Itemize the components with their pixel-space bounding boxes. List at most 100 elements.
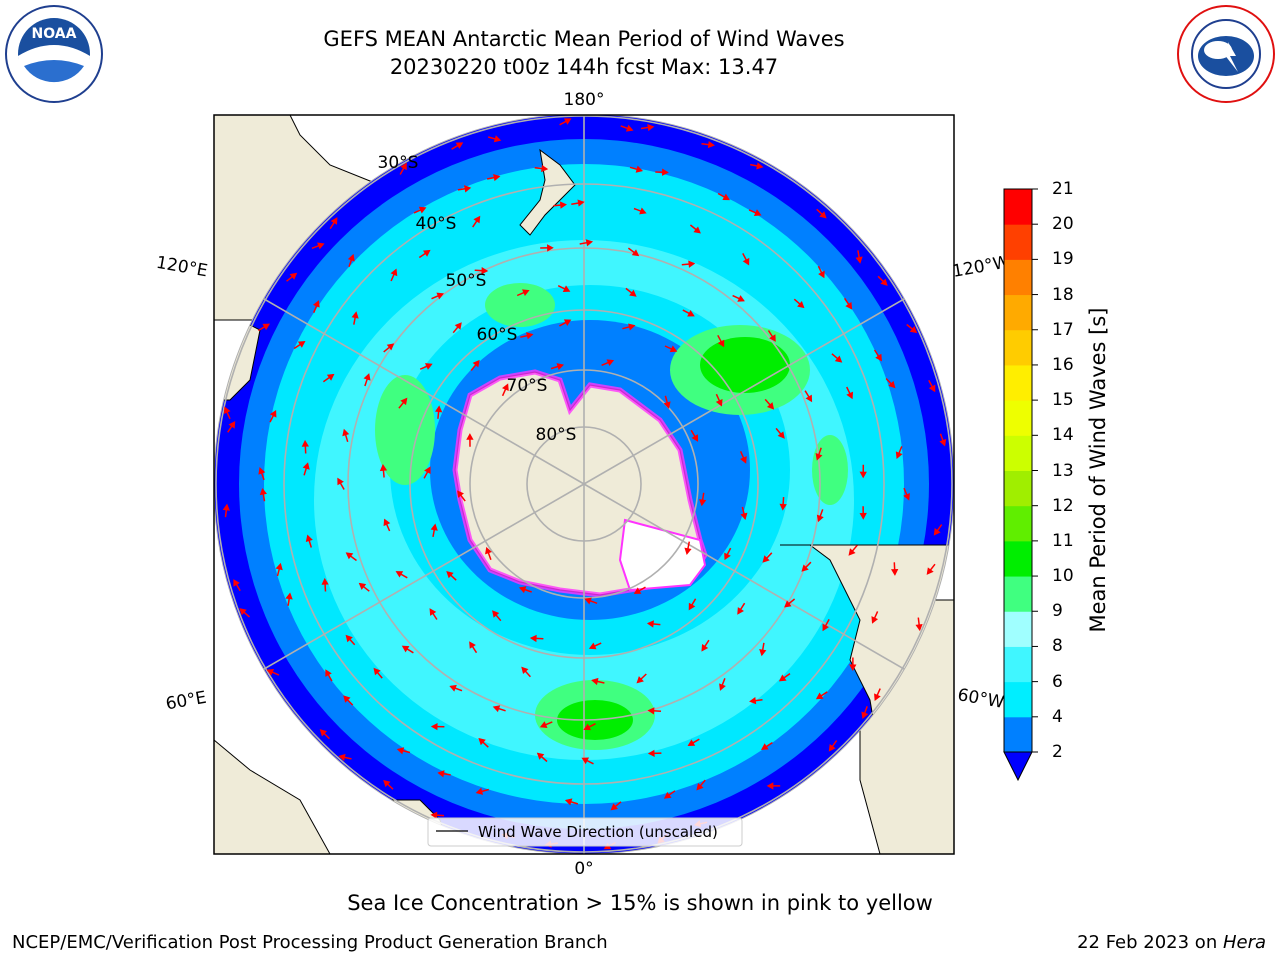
direction-arrowhead <box>363 373 371 381</box>
colorbar-segment <box>1004 294 1032 331</box>
direction-arrowhead <box>223 406 231 414</box>
direction-arrowhead <box>317 242 325 250</box>
direction-arrowhead <box>926 567 934 575</box>
direction-arrowhead <box>563 118 572 125</box>
direction-arrowhead <box>563 319 572 327</box>
colorbar-tick-label: 18 <box>1052 284 1074 305</box>
direction-arrowhead <box>492 705 501 713</box>
direction-arrowhead <box>436 292 444 300</box>
map-subtitle: 20230220 t00z 144h fcst Max: 13.47 <box>389 55 779 79</box>
direction-arrowhead <box>818 270 825 279</box>
footer-host: Hera <box>1222 932 1266 953</box>
direction-arrowhead <box>312 300 320 308</box>
direction-arrowhead <box>400 162 407 171</box>
colorbar <box>1003 188 1038 782</box>
direction-arrowhead <box>522 289 530 297</box>
lat-label-40s: 40°S <box>416 214 457 234</box>
direction-arrowhead <box>701 643 709 652</box>
direction-arrowhead <box>874 693 881 702</box>
direction-arrowhead <box>848 548 856 556</box>
direction-arrowhead <box>502 383 509 391</box>
colorbar-segment <box>1004 576 1032 612</box>
colorbar-segment <box>1004 716 1032 753</box>
colorbar-segment <box>1004 540 1032 577</box>
direction-arrowhead <box>724 552 731 561</box>
colorbar-segment <box>1004 435 1032 471</box>
direction-arrowhead <box>715 399 723 407</box>
colorbar-segment <box>1004 646 1032 683</box>
direction-arrowhead <box>859 512 867 520</box>
direction-arrowhead <box>849 664 857 672</box>
direction-arrowhead <box>536 752 545 760</box>
lon-label-60e: 60°E <box>164 688 208 715</box>
direction-arrowhead <box>693 226 701 234</box>
direction-arrowhead <box>473 215 481 224</box>
direction-arrowhead <box>740 512 748 521</box>
direction-arrowhead <box>529 634 537 643</box>
direction-arrowhead <box>740 456 747 464</box>
direction-arrowhead <box>577 199 585 207</box>
direction-arrowhead <box>521 666 529 675</box>
map-legend: Wind Wave Direction (unscaled) <box>427 817 743 847</box>
direction-arrowhead <box>687 739 696 747</box>
direction-arrowhead <box>585 239 594 247</box>
direction-arrowhead <box>424 466 431 474</box>
direction-arrowhead <box>446 571 454 579</box>
colorbar-segment <box>1004 329 1032 366</box>
direction-arrowhead <box>861 711 869 719</box>
map-frame <box>213 114 955 855</box>
direction-arrowhead <box>779 503 787 511</box>
direction-arrowhead <box>396 747 405 755</box>
direction-arrowhead <box>457 490 464 498</box>
direction-arrowhead <box>669 345 678 353</box>
direction-arrowhead <box>289 272 298 280</box>
direction-arrowhead <box>819 211 827 219</box>
direction-arrowhead <box>285 592 293 600</box>
direction-arrowhead <box>418 206 427 214</box>
direction-arrowhead <box>822 623 829 632</box>
direction-arrowhead <box>464 185 472 193</box>
direction-arrowhead <box>805 394 813 403</box>
direction-arrowhead <box>259 487 267 496</box>
colorbar-extend-min <box>1003 751 1033 782</box>
direction-arrowhead <box>390 268 398 277</box>
direction-arrowhead <box>330 217 338 225</box>
direction-arrowhead <box>891 568 899 576</box>
direction-arrowhead <box>631 249 640 257</box>
direction-arrowhead <box>636 676 644 684</box>
direction-arrowhead <box>742 257 750 266</box>
direction-arrowhead <box>707 140 715 149</box>
direction-arrowhead <box>343 695 351 703</box>
direction-arrowhead <box>492 610 500 618</box>
lat-label-50s: 50°S <box>446 271 487 291</box>
direction-arrowhead <box>228 421 236 429</box>
direction-arrowhead <box>871 616 879 624</box>
colorbar-segment <box>1004 224 1032 260</box>
colorbar-tick-label: 8 <box>1052 636 1063 657</box>
direction-arrowhead <box>646 620 654 628</box>
direction-arrowhead <box>769 334 776 342</box>
direction-arrowhead <box>358 582 367 590</box>
direction-arrowhead <box>663 791 672 799</box>
direction-arrowhead <box>437 770 445 778</box>
direction-arrowhead <box>559 201 567 209</box>
colorbar-segment <box>1004 681 1032 718</box>
colorbar-segment <box>1004 189 1032 225</box>
noaa-logo-text: NOAA <box>32 26 77 42</box>
direction-arrowhead <box>262 323 271 331</box>
direction-arrowhead <box>584 597 592 605</box>
direction-arrowhead <box>633 587 642 594</box>
direction-arrowhead <box>647 749 655 758</box>
direction-arrowhead <box>454 322 462 330</box>
colorbar-tick-label: 9 <box>1052 601 1063 622</box>
direction-arrowhead <box>493 174 501 182</box>
colorbar-tick-label: 14 <box>1052 425 1074 446</box>
direction-arrowhead <box>321 577 329 585</box>
direction-arrowhead <box>347 253 355 262</box>
direction-arrowhead <box>859 471 867 479</box>
direction-arrowhead <box>581 757 590 765</box>
direction-arrowhead <box>784 600 792 608</box>
direction-arrowhead <box>815 452 823 461</box>
direction-arrowhead <box>541 164 549 173</box>
lon-label-60w: 60°W <box>956 685 1006 713</box>
